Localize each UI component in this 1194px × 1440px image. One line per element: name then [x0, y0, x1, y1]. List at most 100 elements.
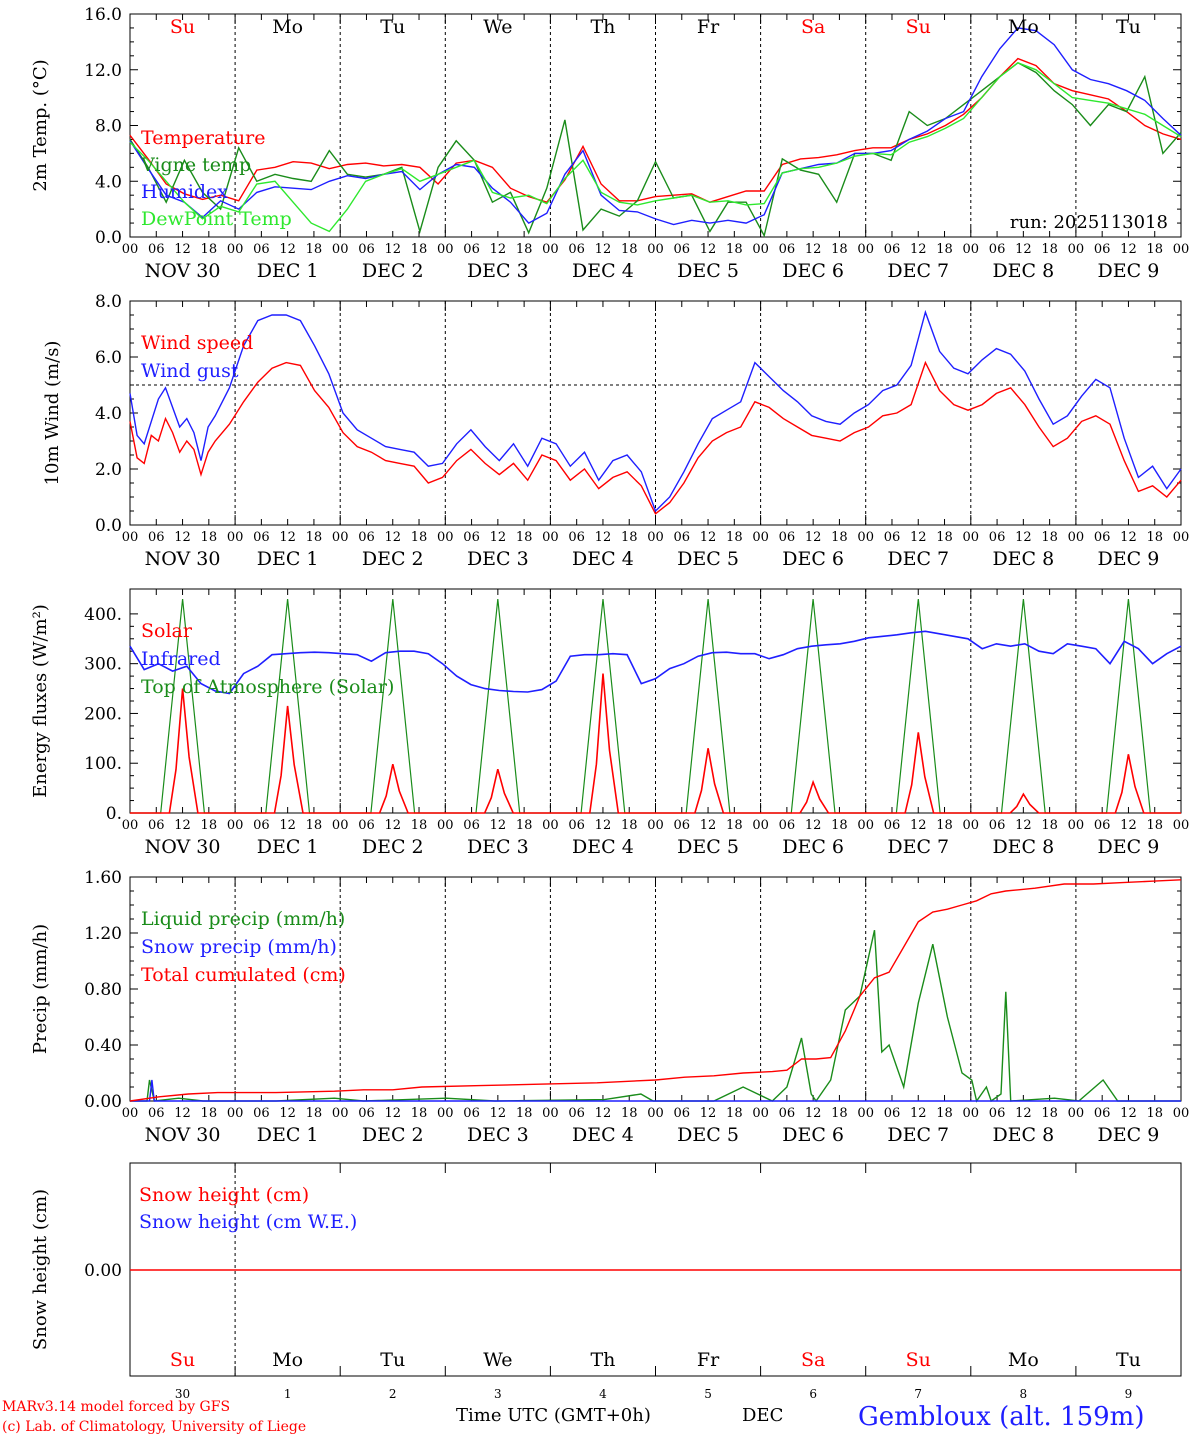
date-label: DEC 4	[572, 260, 634, 282]
y-axis-title: Energy fluxes (W/m²)	[30, 604, 51, 798]
legend-entry: Vigne temp	[140, 154, 251, 176]
y-axis-title: 2m Temp. (°C)	[30, 59, 51, 191]
hour-tick-label: 18	[936, 530, 953, 545]
y-tick-label: 200.	[84, 704, 122, 724]
hour-tick-label: 12	[1120, 242, 1137, 257]
hour-tick-label: 18	[831, 530, 848, 545]
hour-tick-label: 18	[726, 1106, 743, 1121]
y-tick-label: 0.40	[84, 1036, 122, 1056]
plot-frame	[129, 588, 1182, 814]
date-label: DEC 2	[362, 260, 424, 282]
hour-tick-label: 12	[1015, 818, 1032, 833]
hour-tick-label: 06	[674, 1106, 691, 1121]
hour-tick-label: 00	[1068, 530, 1085, 545]
date-label: DEC 2	[362, 548, 424, 570]
date-label: DEC 2	[362, 836, 424, 858]
series-line-temperature	[129, 57, 1182, 204]
date-label: DEC 7	[887, 260, 949, 282]
hour-tick-label: 06	[253, 242, 270, 257]
day-abbr: Sa	[801, 1349, 825, 1371]
hour-tick-label: 12	[490, 530, 507, 545]
day-abbr: Fr	[697, 1349, 720, 1371]
hour-tick-label: 06	[674, 530, 691, 545]
date-label: DEC 5	[677, 1124, 739, 1146]
hour-tick-label: 06	[989, 818, 1006, 833]
hour-tick-label: 18	[621, 530, 638, 545]
hour-tick-label: 06	[884, 530, 901, 545]
day-number: 5	[704, 1387, 712, 1401]
energy-flux-panel: 0. 100. 200. 300. 400. Energy fluxes (W/m²) So…	[30, 588, 1190, 858]
hour-tick-label: 12	[700, 818, 717, 833]
hour-tick-label: 12	[490, 818, 507, 833]
hour-tick-label: 00	[332, 1106, 349, 1121]
hour-tick-label: 18	[411, 530, 428, 545]
date-label: DEC 7	[887, 548, 949, 570]
y-tick-label: 400.	[84, 605, 122, 625]
hour-tick-label: 12	[1120, 1106, 1137, 1121]
legend-entry: Solar	[141, 620, 193, 642]
hour-tick-label: 18	[936, 818, 953, 833]
date-label: DEC 6	[782, 548, 844, 570]
day-abbr: Su	[170, 16, 195, 38]
date-label: DEC 9	[1098, 836, 1160, 858]
lab-credit: (c) Lab. of Climatology, University of L…	[2, 1419, 307, 1435]
series-line-total-cumulated-cm-	[129, 879, 1182, 1102]
hour-tick-label: 06	[674, 242, 691, 257]
legend-entry: Snow height (cm)	[139, 1184, 309, 1206]
hour-tick-label: 18	[1041, 530, 1058, 545]
day-abbr: Tu	[380, 16, 405, 38]
hour-tick-label: 06	[568, 818, 585, 833]
hour-tick-label: 00	[227, 818, 244, 833]
y-tick-label: 2.0	[95, 460, 122, 480]
date-label: DEC 5	[677, 260, 739, 282]
day-abbr: Mo	[1008, 1349, 1039, 1371]
hour-tick-label: 12	[174, 530, 191, 545]
legend-entry: Wind gust	[141, 360, 239, 382]
hour-tick-label: 00	[963, 1106, 980, 1121]
date-label: DEC 9	[1098, 260, 1160, 282]
date-label: DEC 1	[257, 548, 319, 570]
hour-tick-label: 12	[700, 530, 717, 545]
y-tick-label: 6.0	[95, 348, 122, 368]
hour-tick-label: 12	[490, 1106, 507, 1121]
hour-tick-label: 00	[122, 530, 139, 545]
hour-tick-label: 18	[1146, 1106, 1163, 1121]
series-line-humidex	[129, 27, 1182, 226]
hour-tick-label: 12	[1120, 818, 1137, 833]
hour-tick-label: 18	[726, 530, 743, 545]
hour-tick-label: 12	[384, 818, 401, 833]
hour-tick-label: 00	[752, 1106, 769, 1121]
hour-tick-label: 12	[805, 530, 822, 545]
month-label: DEC	[742, 1405, 784, 1426]
series-line-snow-precip-mm-h-	[130, 1079, 1181, 1102]
date-label: DEC 7	[887, 836, 949, 858]
hour-tick-label: 06	[463, 818, 480, 833]
date-label: DEC 3	[467, 1124, 529, 1146]
hour-tick-label: 06	[884, 1106, 901, 1121]
y-tick-label: 8.0	[95, 117, 122, 137]
y-tick-label: 12.0	[84, 61, 122, 81]
hour-tick-label: 00	[647, 530, 664, 545]
hour-tick-label: 18	[306, 1106, 323, 1121]
date-label: DEC 7	[887, 1124, 949, 1146]
y-axis-title: Snow height (cm)	[30, 1189, 51, 1350]
hour-tick-label: 00	[647, 818, 664, 833]
hour-tick-label: 18	[621, 1106, 638, 1121]
hour-tick-label: 12	[595, 530, 612, 545]
date-label: DEC 8	[992, 260, 1054, 282]
hour-tick-label: 12	[279, 242, 296, 257]
hour-tick-label: 00	[227, 242, 244, 257]
date-label: DEC 1	[257, 1124, 319, 1146]
date-label: DEC 5	[677, 548, 739, 570]
hour-tick-label: 00	[752, 242, 769, 257]
hour-tick-label: 00	[1173, 818, 1190, 833]
hour-tick-label: 18	[831, 1106, 848, 1121]
hour-tick-label: 06	[884, 242, 901, 257]
hour-tick-label: 00	[437, 818, 454, 833]
hour-tick-label: 00	[963, 818, 980, 833]
x-axis-title: Time UTC (GMT+0h)	[456, 1405, 651, 1426]
hour-tick-label: 06	[779, 1106, 796, 1121]
day-number: 3	[494, 1387, 502, 1401]
hour-tick-label: 00	[227, 1106, 244, 1121]
